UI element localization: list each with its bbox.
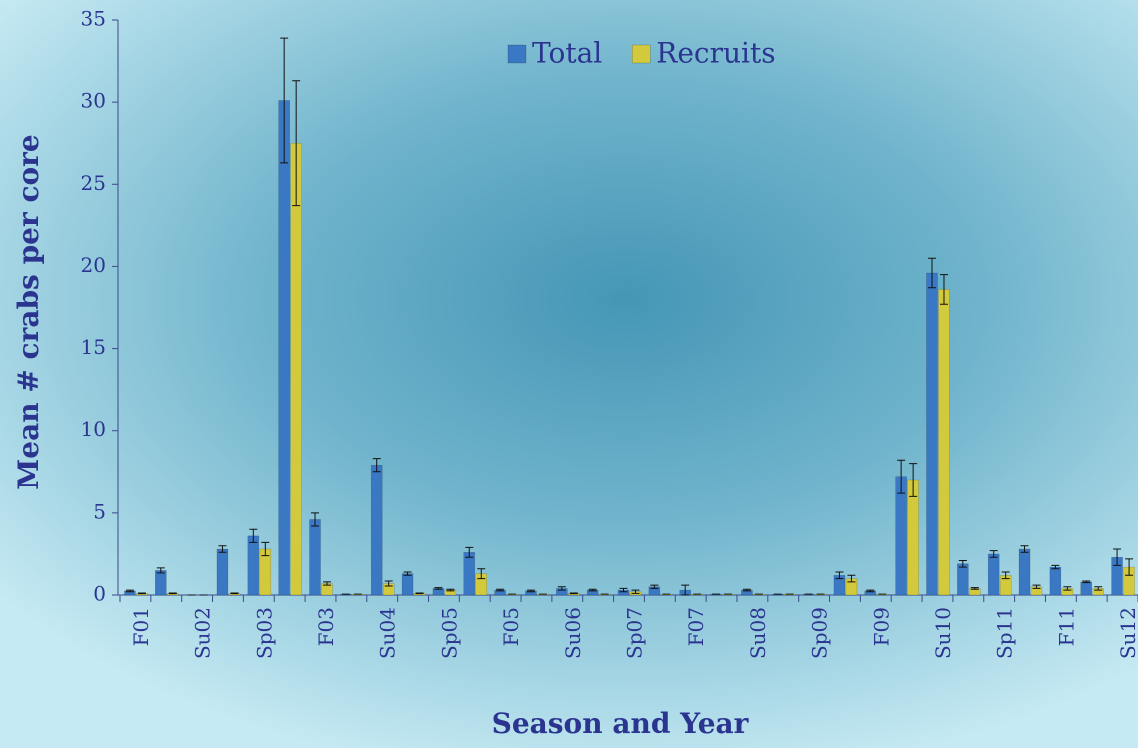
error-bar [835, 571, 844, 580]
x-tick-label: F01 [129, 607, 153, 646]
error-bar [292, 80, 301, 207]
error-bar [403, 571, 412, 576]
error-bar [168, 592, 177, 595]
bar [370, 464, 383, 596]
x-tick-label: F07 [684, 607, 708, 646]
error-bar [311, 512, 320, 527]
y-axis-title: Mean # crabs per core [12, 134, 45, 489]
x-tick-label: Sp05 [437, 607, 461, 659]
x-tick-label: Su08 [746, 607, 770, 659]
error-bar [742, 588, 751, 592]
x-tick-label: F09 [869, 607, 893, 646]
x-tick-label: Sp09 [808, 607, 832, 659]
error-bar [125, 589, 134, 593]
bar [907, 479, 919, 596]
error-bar [681, 584, 690, 596]
error-bar [434, 587, 443, 590]
error-bar [939, 274, 948, 305]
legend-label: Total [532, 37, 602, 70]
error-bar [1001, 571, 1010, 580]
error-bar [619, 587, 628, 593]
error-bar [927, 257, 936, 289]
bar [1049, 566, 1062, 596]
error-bar [588, 588, 597, 592]
error-bar [557, 586, 566, 591]
error-bar [230, 592, 239, 595]
error-bar [631, 589, 640, 594]
x-tick-label: Su02 [191, 607, 215, 659]
error-bar [650, 584, 659, 589]
error-bar [569, 592, 578, 595]
error-bar [249, 528, 258, 543]
error-bar [261, 541, 270, 557]
y-tick-label: 35 [81, 7, 106, 31]
error-bar [156, 567, 165, 574]
error-bar [909, 463, 918, 497]
error-bar [970, 587, 979, 590]
bar [278, 100, 290, 596]
y-tick-label: 30 [81, 89, 106, 113]
bar [1018, 548, 1031, 596]
error-bar [384, 580, 393, 587]
error-bar [465, 546, 474, 558]
error-bar [446, 588, 455, 592]
x-axis-title: Season and Year [492, 707, 750, 740]
bar [155, 570, 167, 596]
error-bar [958, 560, 967, 568]
error-bar [477, 568, 486, 580]
error-bar [323, 581, 332, 586]
bar [216, 548, 229, 596]
error-bar [1051, 564, 1060, 570]
bar [463, 552, 476, 596]
legend-label: Recruits [656, 37, 775, 70]
x-tick-label: Sp03 [252, 607, 276, 659]
error-bar [415, 592, 424, 595]
x-tick-label: F05 [499, 607, 523, 646]
x-tick-label: F03 [314, 607, 338, 646]
bar [926, 272, 938, 596]
x-tick-label: Su10 [931, 607, 955, 659]
x-tick-label: Su06 [561, 607, 585, 659]
error-bar [1094, 586, 1103, 591]
error-bar [1082, 580, 1091, 584]
bar [1080, 581, 1092, 596]
bar [290, 142, 302, 596]
bar [987, 553, 1000, 596]
error-bar [1020, 545, 1029, 553]
error-bar [218, 545, 227, 553]
bar [938, 289, 950, 596]
error-bar [526, 589, 535, 593]
error-bar [897, 459, 906, 494]
bar [247, 535, 260, 596]
y-tick-label: 15 [81, 335, 106, 359]
legend-swatch [632, 44, 651, 64]
error-bar [1032, 584, 1041, 589]
y-tick-label: 25 [81, 171, 106, 195]
error-bar [1113, 548, 1122, 566]
error-bar [847, 574, 856, 583]
error-bar [137, 592, 146, 595]
bar [895, 476, 907, 596]
x-tick-label: Sp07 [623, 607, 647, 659]
y-tick-label: 5 [93, 499, 106, 523]
error-bar [989, 550, 998, 558]
y-tick-label: 0 [93, 582, 106, 606]
error-bar [1063, 586, 1072, 591]
x-tick-label: Sp11 [993, 607, 1017, 659]
legend-swatch [507, 44, 527, 64]
x-tick-label: F11 [1054, 607, 1078, 646]
x-tick-label: Su04 [376, 607, 400, 659]
bar [309, 519, 321, 596]
y-tick-label: 10 [81, 417, 106, 441]
x-tick-label: Su12 [1116, 607, 1138, 659]
error-bar [372, 458, 381, 473]
error-bar [280, 37, 289, 164]
y-tick-label: 20 [81, 253, 106, 277]
error-bar [496, 588, 505, 592]
bar [401, 573, 414, 596]
error-bar [866, 589, 875, 593]
error-bar [1125, 558, 1134, 576]
bar [957, 563, 969, 596]
